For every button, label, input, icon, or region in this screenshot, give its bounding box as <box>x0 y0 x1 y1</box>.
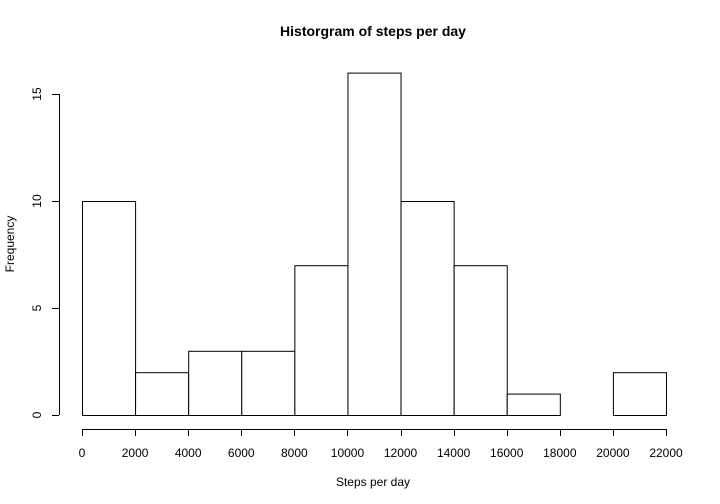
x-axis: 0 2000 4000 6000 8000 10000 12000 14000 16000 180… <box>79 429 683 460</box>
histogram-bar-8 <box>506 393 561 417</box>
x-tick-label-4000: 4000 <box>175 446 202 460</box>
y-axis-label: Frequency <box>3 216 17 273</box>
chart-title: Historgram of steps per day <box>280 23 466 39</box>
histogram-bar-7 <box>453 265 508 417</box>
x-tick-label-8000: 8000 <box>281 446 308 460</box>
histogram-bar-10 <box>612 372 668 417</box>
x-tick-label-2000: 2000 <box>122 446 149 460</box>
x-tick-label-20000: 20000 <box>596 446 630 460</box>
x-tick-label-18000: 18000 <box>543 446 577 460</box>
y-tick-label-5: 5 <box>30 304 44 311</box>
x-tick-label-0: 0 <box>79 446 86 460</box>
y-tick-label-15: 15 <box>30 87 44 101</box>
x-tick-label-22000: 22000 <box>649 446 683 460</box>
x-axis-label: Steps per day <box>336 475 410 489</box>
histogram-bar-4 <box>294 265 349 417</box>
y-tick-label-0: 0 <box>30 411 44 418</box>
x-tick-label-12000: 12000 <box>384 446 418 460</box>
histogram-bar-2 <box>188 350 243 416</box>
histogram-bar-0 <box>82 201 137 416</box>
histogram-bar-5 <box>347 72 402 416</box>
y-tick-label-10: 10 <box>30 194 44 208</box>
x-tick-label-6000: 6000 <box>228 446 255 460</box>
histogram-bar-6 <box>400 201 455 416</box>
histogram-bar-1 <box>135 372 190 417</box>
x-tick-label-16000: 16000 <box>490 446 524 460</box>
bars-group <box>82 72 668 417</box>
histogram-bar-3 <box>241 350 296 416</box>
x-tick-label-14000: 14000 <box>437 446 471 460</box>
x-tick-label-10000: 10000 <box>331 446 365 460</box>
y-axis: 0 5 10 15 <box>30 87 60 418</box>
